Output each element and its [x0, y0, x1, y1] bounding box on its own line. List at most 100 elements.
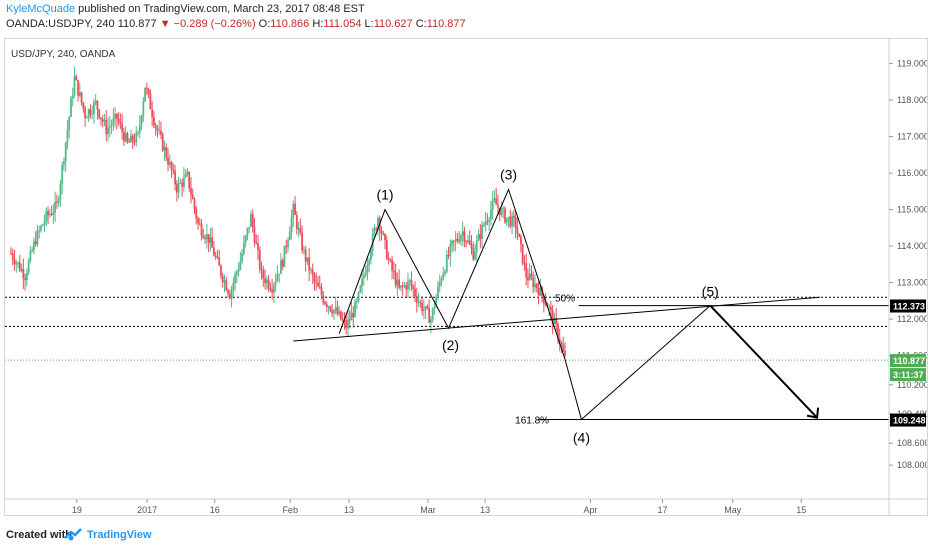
candle-body — [73, 76, 76, 96]
candle-body — [78, 92, 81, 96]
candle-body — [518, 233, 521, 237]
candle-body — [475, 240, 478, 252]
y-tick-label: 110.200 — [897, 380, 927, 390]
x-tick-label: 17 — [657, 505, 667, 515]
candle-body — [537, 287, 540, 296]
candle-body — [419, 302, 422, 304]
candle-body — [489, 209, 492, 220]
author-link[interactable]: KyleMcQuade — [6, 3, 76, 15]
candle-body — [315, 281, 318, 283]
candle-body — [532, 277, 535, 288]
candle-body — [528, 273, 531, 281]
candle-body — [59, 184, 62, 200]
candle-body — [292, 203, 295, 218]
candle-body — [452, 240, 455, 242]
candle-body — [414, 289, 416, 297]
candle-body — [244, 235, 247, 243]
x-tick-label: 13 — [344, 505, 354, 515]
candle-body — [350, 312, 353, 321]
candle-body — [149, 93, 152, 110]
level-price-badge: 109.248 — [893, 416, 926, 426]
x-tick-label: 2017 — [137, 505, 157, 515]
candle-body — [13, 259, 16, 265]
candle-body — [451, 240, 453, 245]
candle-body — [398, 279, 401, 288]
trendline — [293, 296, 820, 342]
candle-body — [130, 135, 132, 143]
tradingview-link[interactable]: TradingView — [87, 529, 152, 541]
candle-body — [352, 312, 355, 317]
candle-body — [463, 231, 466, 242]
candle-body — [267, 279, 270, 288]
candle-body — [80, 92, 83, 103]
publish-text: published on TradingView.com, March 23, … — [78, 3, 365, 15]
candle-body — [204, 237, 206, 240]
candle-body — [454, 238, 457, 242]
candle-body — [287, 240, 289, 248]
wave-projection-path — [564, 305, 711, 421]
candle-body — [128, 141, 131, 143]
x-tick-label: 15 — [796, 505, 806, 515]
candle-body — [488, 219, 491, 222]
candle-body — [354, 301, 356, 317]
candle-body — [505, 217, 508, 223]
candle-body — [500, 208, 503, 216]
candle-body — [525, 263, 528, 278]
candle-body — [438, 282, 441, 287]
candle-body — [433, 307, 436, 309]
candle-body — [175, 184, 178, 193]
candle-body — [209, 237, 212, 244]
candle-body — [560, 343, 563, 345]
candle-body — [214, 255, 217, 257]
candle-body — [66, 129, 69, 143]
candle-body — [11, 253, 14, 260]
x-tick-label: Mar — [420, 505, 436, 515]
y-tick-label: 116.000 — [897, 168, 927, 178]
candle-body — [470, 244, 473, 249]
candle-body — [237, 269, 240, 273]
candle-body — [126, 133, 129, 142]
candle-body — [534, 283, 536, 288]
bar-timer-badge-bg — [890, 368, 926, 382]
candle-body — [516, 227, 519, 234]
candle-body — [101, 119, 104, 122]
y-tick-label: 108.000 — [897, 460, 927, 470]
candle-body — [394, 271, 397, 286]
candle-body — [163, 147, 166, 151]
candle-body — [410, 280, 413, 287]
candle-body — [40, 225, 42, 231]
candle-body — [45, 211, 48, 222]
candle-body — [332, 309, 335, 314]
candle-body — [535, 283, 538, 288]
candle-body — [479, 233, 482, 240]
candle-body — [239, 261, 242, 270]
candle-body — [174, 170, 176, 185]
wave-label: (1) — [376, 187, 393, 203]
candle-body — [121, 123, 124, 132]
candle-body — [493, 198, 496, 201]
candle-body — [274, 281, 277, 286]
candle-body — [63, 161, 65, 165]
candle-body — [509, 216, 512, 227]
chart-header: KyleMcQuade published on TradingView.com… — [0, 0, 932, 38]
candle-body — [370, 250, 372, 260]
fib-level-label: 161.8% — [515, 415, 549, 426]
candle-body — [359, 286, 362, 292]
chart-area[interactable]: (1) (2) (3) (4) (5) 50% 161.8% 108.000 108.600 1… — [4, 38, 928, 516]
candle-body — [271, 289, 274, 293]
candle-body — [36, 230, 39, 245]
chart-canvas[interactable]: (1) (2) (3) (4) (5) 50% 161.8% 108.000 108.600 1… — [5, 39, 927, 515]
candle-body — [207, 234, 210, 244]
candle-body — [31, 250, 34, 252]
candle-body — [283, 245, 286, 267]
candle-body — [133, 141, 136, 143]
bar-timer-badge: 3:11:37 — [893, 370, 924, 380]
candle-body — [107, 127, 109, 135]
candle-body — [523, 263, 526, 265]
candle-body — [227, 290, 229, 294]
candle-body — [281, 260, 284, 267]
candle-body — [295, 214, 298, 229]
candle-body — [521, 244, 524, 264]
candle-body — [440, 278, 443, 283]
candle-body — [428, 308, 431, 323]
